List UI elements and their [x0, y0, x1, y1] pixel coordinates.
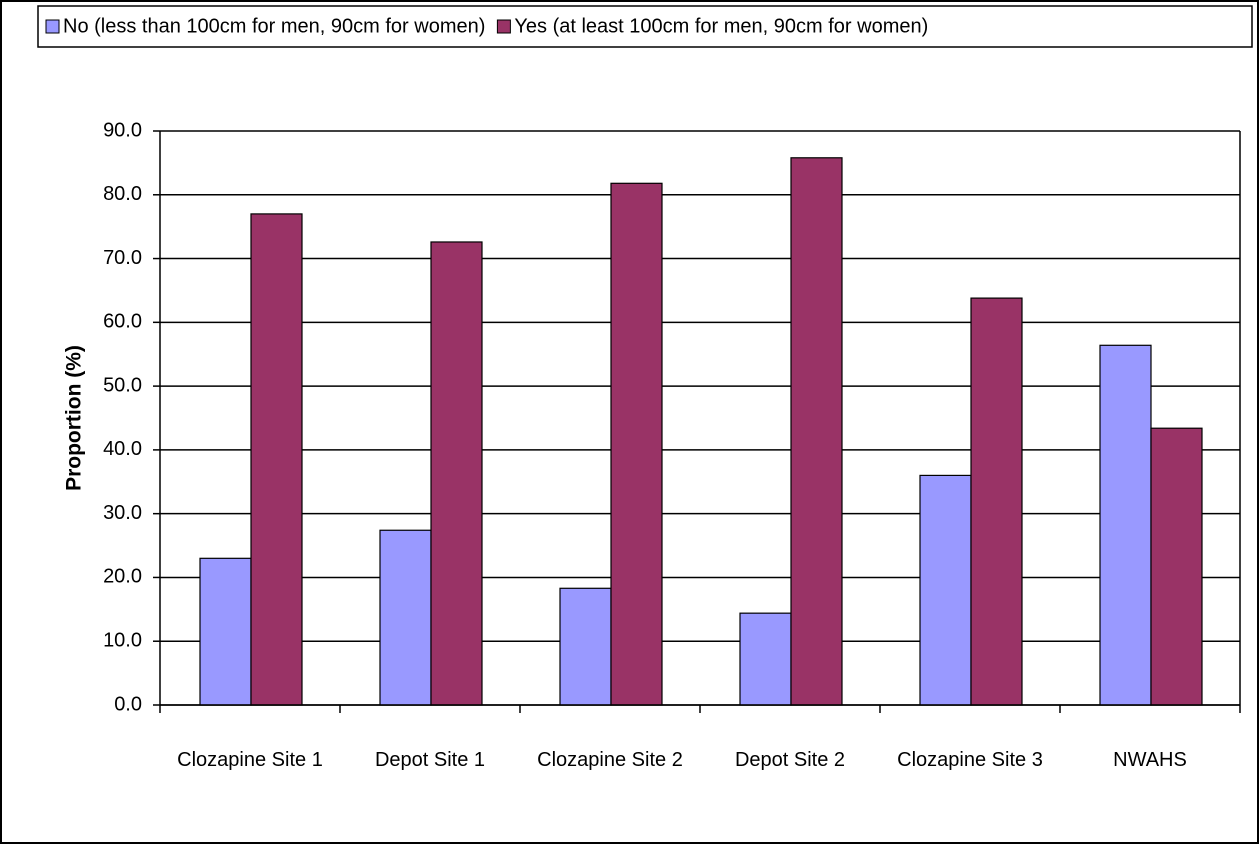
bar: [739, 612, 792, 706]
x-tick-label: Clozapine Site 3: [897, 749, 1043, 771]
y-axis-label: Proportion (%): [63, 345, 86, 491]
bar: [559, 587, 612, 706]
bar: [970, 297, 1023, 706]
y-tick-label: 70.0: [103, 247, 142, 269]
y-tick-label: 20.0: [103, 566, 142, 588]
legend-label: No (less than 100cm for men, 90cm for wo…: [63, 15, 485, 37]
y-tick-label: 50.0: [103, 374, 142, 396]
y-tick-label: 80.0: [103, 183, 142, 205]
y-tick-label: 0.0: [114, 693, 142, 715]
y-tick-label: 30.0: [103, 502, 142, 524]
bar: [610, 182, 663, 706]
bar: [199, 557, 252, 706]
bar: [430, 241, 483, 706]
x-tick-label: NWAHS: [1113, 749, 1187, 771]
x-tick-label: Clozapine Site 2: [537, 749, 683, 771]
legend-swatch: [496, 19, 511, 34]
bar: [1150, 427, 1203, 706]
y-tick-label: 10.0: [103, 630, 142, 652]
y-tick-label: 60.0: [103, 311, 142, 333]
y-tick-label: 40.0: [103, 438, 142, 460]
legend-swatch: [45, 19, 60, 34]
x-tick-label: Depot Site 2: [734, 749, 846, 771]
bar: [919, 474, 972, 706]
bar: [1099, 344, 1152, 706]
y-tick-label: 90.0: [103, 119, 142, 141]
x-tick-label: Depot Site 1: [374, 749, 486, 771]
legend-box: [37, 5, 1253, 48]
bar: [250, 213, 303, 706]
x-tick-label: Clozapine Site 1: [177, 749, 323, 771]
bar: [379, 529, 432, 706]
legend-label: Yes (at least 100cm for men, 90cm for wo…: [514, 15, 928, 37]
bar: [790, 157, 843, 706]
